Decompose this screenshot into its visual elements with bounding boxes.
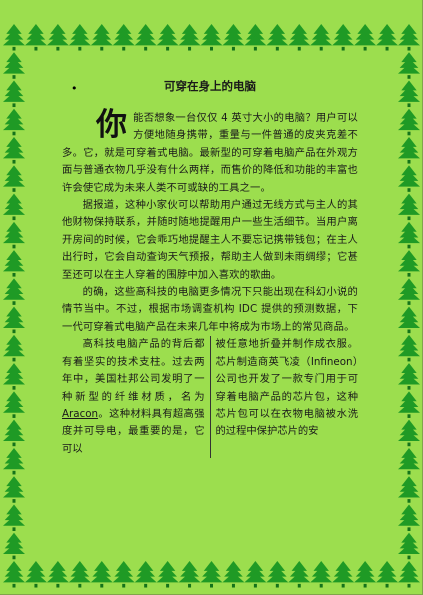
left-column: 高科技电脑产品的背后都有着坚实的技术支柱。过去两年中，美国杜邦公司发明了一种新型… [62, 336, 210, 458]
christmas-tree-icon [332, 24, 355, 51]
christmas-tree-icon [3, 221, 25, 249]
christmas-tree-icon [68, 561, 91, 588]
two-column-section: 高科技电脑产品的背后都有着坚实的技术支柱。过去两年中，美国杜邦公司发明了一种新型… [62, 336, 359, 459]
christmas-tree-icon [398, 221, 420, 249]
christmas-tree-icon [200, 24, 223, 51]
christmas-tree-icon [376, 561, 399, 588]
christmas-tree-icon [24, 561, 47, 588]
christmas-tree-icon [3, 80, 25, 108]
christmas-tree-icon [112, 24, 135, 51]
left-column-text-a: 高科技电脑产品的背后都有着坚实的技术支柱。过去两年中，美国杜邦公司发明了一种新型… [62, 338, 205, 403]
christmas-tree-icon [398, 165, 420, 192]
christmas-tree-icon [3, 250, 25, 277]
christmas-tree-icon [3, 108, 25, 136]
christmas-tree-icon [398, 250, 420, 277]
christmas-tree-icon [398, 278, 420, 305]
christmas-tree-icon [3, 561, 25, 588]
christmas-tree-icon [398, 363, 420, 390]
document-body: 可穿在身上的电脑 你能否想象一台仅仅 4 英寸大小的电脑？用户可以方便地随身携带… [62, 76, 359, 459]
christmas-tree-icon [398, 24, 420, 51]
paragraph-2: 据报道，这种小家伙可以帮助用户通过无线方式与主人的其他财物保持联系，并随时随地提… [62, 199, 358, 281]
paragraph-1-text: 能否想象一台仅仅 4 英寸大小的电脑？用户可以方便地随身携带，重量与一件普通的皮… [62, 112, 358, 194]
christmas-tree-icon [3, 363, 25, 390]
christmas-tree-icon [222, 24, 245, 51]
christmas-tree-icon [398, 391, 420, 418]
christmas-tree-icon [266, 561, 289, 588]
christmas-tree-icon [90, 561, 113, 588]
christmas-tree-icon [398, 447, 420, 475]
christmas-tree-icon [3, 391, 25, 418]
christmas-tree-icon [3, 52, 25, 79]
christmas-tree-icon [46, 24, 69, 51]
christmas-tree-icon [398, 306, 420, 334]
christmas-tree-icon [178, 561, 201, 588]
left-column-text-b: 。这种材料具有超高强度并可导电，最重要的是，它可以 [62, 407, 205, 455]
christmas-tree-icon [244, 561, 267, 588]
christmas-tree-icon [398, 334, 420, 362]
christmas-tree-icon [354, 24, 377, 51]
christmas-tree-icon [288, 24, 311, 51]
christmas-tree-icon [46, 561, 69, 588]
christmas-tree-icon [112, 561, 135, 588]
christmas-tree-icon [3, 278, 25, 305]
drop-cap: 你 [96, 107, 128, 143]
christmas-tree-icon [3, 24, 25, 51]
christmas-tree-icon [266, 24, 289, 51]
christmas-tree-icon [398, 137, 420, 164]
christmas-tree-icon [354, 561, 377, 588]
christmas-tree-icon [3, 447, 25, 475]
christmas-tree-icon [3, 532, 25, 560]
christmas-tree-icon [3, 137, 25, 164]
christmas-tree-icon [178, 24, 201, 51]
christmas-tree-icon [156, 561, 179, 588]
christmas-tree-icon [200, 561, 223, 588]
christmas-tree-icon [310, 561, 333, 588]
christmas-tree-icon [156, 24, 179, 51]
christmas-tree-icon [3, 334, 25, 362]
christmas-tree-icon [398, 476, 420, 503]
christmas-tree-icon [3, 476, 25, 503]
left-column-text: 高科技电脑产品的背后都有着坚实的技术支柱。过去两年中，美国杜邦公司发明了一种新型… [62, 336, 205, 458]
christmas-tree-icon [398, 193, 420, 221]
christmas-tree-icon [134, 561, 157, 588]
christmas-tree-icon [222, 561, 245, 588]
christmas-tree-icon [3, 306, 25, 334]
christmas-tree-icon [24, 24, 47, 51]
christmas-tree-icon [3, 193, 25, 221]
christmas-tree-icon [398, 108, 420, 136]
christmas-tree-icon [398, 561, 420, 588]
paragraph-1: 你能否想象一台仅仅 4 英寸大小的电脑？用户可以方便地随身携带，重量与一件普通的… [62, 110, 358, 197]
paragraph-3: 的确，这些高科技的电脑更多情况下只能出现在科幻小说的情节当中。不过，根据市场调查… [62, 286, 358, 333]
right-column: 被任意地折叠并制作成衣服。芯片制造商英飞凌（Infineon）公司也开发了一款专… [209, 336, 359, 459]
christmas-tree-icon [90, 24, 113, 51]
christmas-tree-icon [398, 80, 420, 108]
bullet-marker: • [71, 82, 78, 95]
right-column-text: 被任意地折叠并制作成衣服。芯片制造商英飞凌（Infineon）公司也开发了一款专… [215, 338, 359, 438]
christmas-tree-icon [398, 532, 420, 560]
christmas-tree-icon [244, 24, 267, 51]
christmas-tree-icon [398, 504, 420, 531]
christmas-tree-icon [310, 24, 333, 51]
christmas-tree-icon [3, 419, 25, 447]
christmas-tree-icon [332, 561, 355, 588]
christmas-tree-icon [68, 24, 91, 51]
document-title: 可穿在身上的电脑 [164, 79, 256, 93]
aracon-link[interactable]: Aracon [62, 407, 99, 420]
christmas-tree-icon [134, 24, 157, 51]
christmas-tree-icon [398, 52, 420, 79]
christmas-tree-icon [398, 419, 420, 447]
christmas-tree-icon [376, 24, 399, 51]
christmas-tree-icon [288, 561, 311, 588]
christmas-tree-icon [3, 165, 25, 192]
christmas-tree-icon [3, 504, 25, 531]
